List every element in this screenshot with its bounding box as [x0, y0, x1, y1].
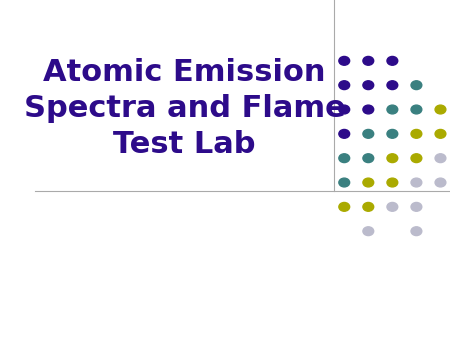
Circle shape: [339, 202, 350, 211]
Circle shape: [339, 154, 350, 163]
Circle shape: [387, 129, 398, 138]
Circle shape: [435, 129, 446, 138]
Circle shape: [387, 56, 398, 65]
Circle shape: [411, 178, 422, 187]
Circle shape: [411, 227, 422, 236]
Circle shape: [411, 129, 422, 138]
Circle shape: [363, 227, 374, 236]
Circle shape: [435, 105, 446, 114]
Circle shape: [339, 81, 350, 90]
Circle shape: [363, 105, 374, 114]
Circle shape: [411, 202, 422, 211]
Circle shape: [435, 178, 446, 187]
Circle shape: [363, 202, 374, 211]
Circle shape: [339, 56, 350, 65]
Circle shape: [411, 81, 422, 90]
Circle shape: [363, 154, 374, 163]
Circle shape: [363, 56, 374, 65]
Circle shape: [339, 105, 350, 114]
Circle shape: [411, 105, 422, 114]
Circle shape: [387, 81, 398, 90]
Circle shape: [387, 202, 398, 211]
Circle shape: [363, 178, 374, 187]
Circle shape: [363, 129, 374, 138]
Circle shape: [387, 105, 398, 114]
Circle shape: [363, 81, 374, 90]
Circle shape: [411, 154, 422, 163]
Circle shape: [387, 178, 398, 187]
Circle shape: [435, 154, 446, 163]
Circle shape: [387, 154, 398, 163]
Text: Atomic Emission
Spectra and Flame
Test Lab: Atomic Emission Spectra and Flame Test L…: [24, 58, 346, 159]
Circle shape: [339, 178, 350, 187]
Circle shape: [339, 129, 350, 138]
